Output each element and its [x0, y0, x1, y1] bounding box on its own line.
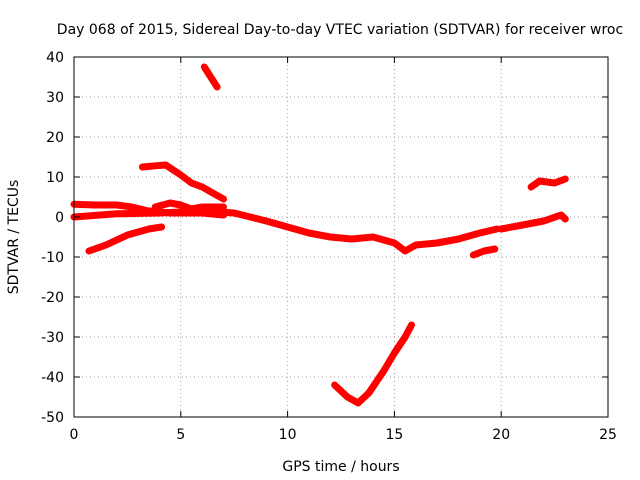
y-tick-label: -40 — [41, 370, 64, 386]
chart-title: Day 068 of 2015, Sidereal Day-to-day VTE… — [57, 22, 623, 38]
x-tick-label: 20 — [492, 427, 510, 443]
x-axis-title: GPS time / hours — [282, 459, 399, 475]
y-tick-label: 20 — [46, 130, 64, 146]
y-tick-label: -30 — [41, 330, 64, 346]
series-track-10 — [527, 175, 569, 191]
x-tick-label: 5 — [176, 427, 185, 443]
plot-frame — [73, 56, 609, 418]
y-tick-label: -20 — [41, 290, 64, 306]
y-tick-label: -10 — [41, 250, 64, 266]
series-track-6 — [200, 63, 221, 91]
series-track-4 — [138, 161, 227, 203]
y-tick-label: 10 — [46, 170, 64, 186]
y-tick-label: -50 — [41, 410, 64, 426]
y-axis-title: SDTVAR / TECUs — [6, 180, 22, 295]
x-tick-label: 0 — [70, 427, 79, 443]
series-track-5 — [151, 199, 227, 213]
x-tick-label: 10 — [279, 427, 297, 443]
axis-ticks: 0 5 10 15 20 25 -50 -40 -30 -20 -10 0 10 20 30 40 — [41, 50, 617, 443]
y-tick-label: 40 — [46, 50, 64, 66]
data-series — [70, 63, 569, 407]
y-tick-label: 0 — [55, 210, 64, 226]
series-track-7 — [331, 321, 415, 407]
series-track-3 — [85, 223, 166, 255]
series-track-2 — [70, 200, 227, 219]
x-tick-label: 15 — [385, 427, 403, 443]
grid-lines — [74, 57, 608, 417]
x-tick-label: 25 — [599, 427, 617, 443]
series-track-9 — [497, 211, 569, 233]
series-track-8 — [469, 245, 499, 259]
y-tick-label: 30 — [46, 90, 64, 106]
